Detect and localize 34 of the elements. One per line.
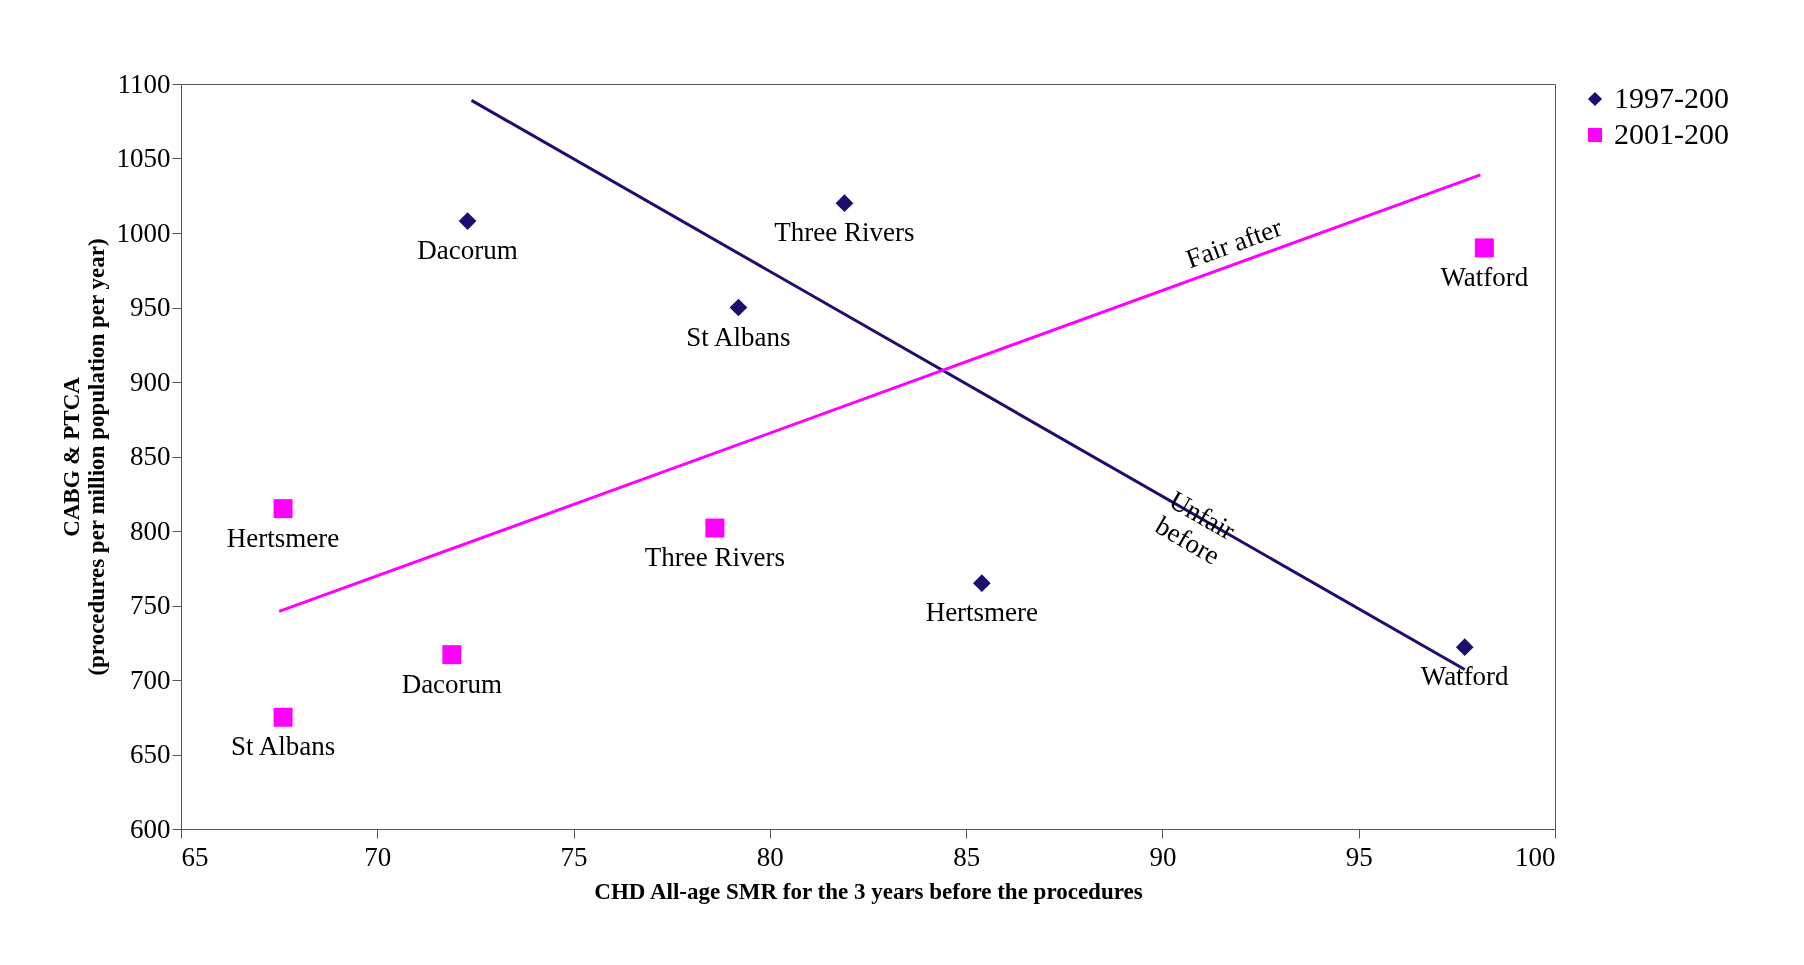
y-tick-label: 700	[130, 664, 171, 695]
annotation: Hertsmere	[226, 522, 340, 553]
annotation: Three Rivers	[644, 542, 785, 573]
legend-label: 2001-200	[1614, 117, 1729, 150]
x-tick-label: 80	[756, 841, 784, 872]
x-tick-label: 75	[560, 841, 588, 872]
x-tick-label: 85	[953, 841, 981, 872]
annotation: Dacorum	[401, 668, 503, 699]
y-tick-label: 600	[130, 813, 171, 844]
x-tick-label: 95	[1345, 841, 1373, 872]
annotation: Watford	[1440, 261, 1529, 292]
x-tick-label: 70	[364, 841, 392, 872]
annotation: Fair after	[1181, 211, 1286, 275]
legend-label: 1997-200	[1614, 81, 1729, 114]
x-axis-title: CHD All-age SMR for the 3 years before the procedures	[594, 878, 1143, 904]
annotation: Dacorum	[417, 235, 518, 266]
y-axis-title: CABG & PTCA (procedures per million population per year)	[58, 238, 109, 676]
y-tick-label: 1100	[117, 68, 171, 99]
annotation: St Albans	[230, 731, 336, 762]
x-tick-label: 90	[1149, 841, 1177, 872]
annotation: Three Rivers	[774, 217, 915, 248]
y-tick-label: 850	[130, 441, 171, 471]
y-tick-label: 1050	[116, 143, 171, 173]
y-tick-label: 650	[130, 739, 171, 769]
y-tick-label: 800	[130, 515, 171, 546]
y-tick-label: 900	[130, 366, 171, 397]
annotation: St Albans	[686, 321, 791, 352]
y-tick-label: 1000	[116, 217, 171, 248]
x-tick-label: 100	[1515, 841, 1556, 872]
x-tick-label: 65	[181, 841, 209, 872]
y-tick-label: 750	[130, 590, 171, 620]
annotation: Hertsmere	[925, 597, 1039, 628]
y-tick-label: 950	[130, 292, 171, 322]
annotation: Watford	[1420, 661, 1510, 692]
